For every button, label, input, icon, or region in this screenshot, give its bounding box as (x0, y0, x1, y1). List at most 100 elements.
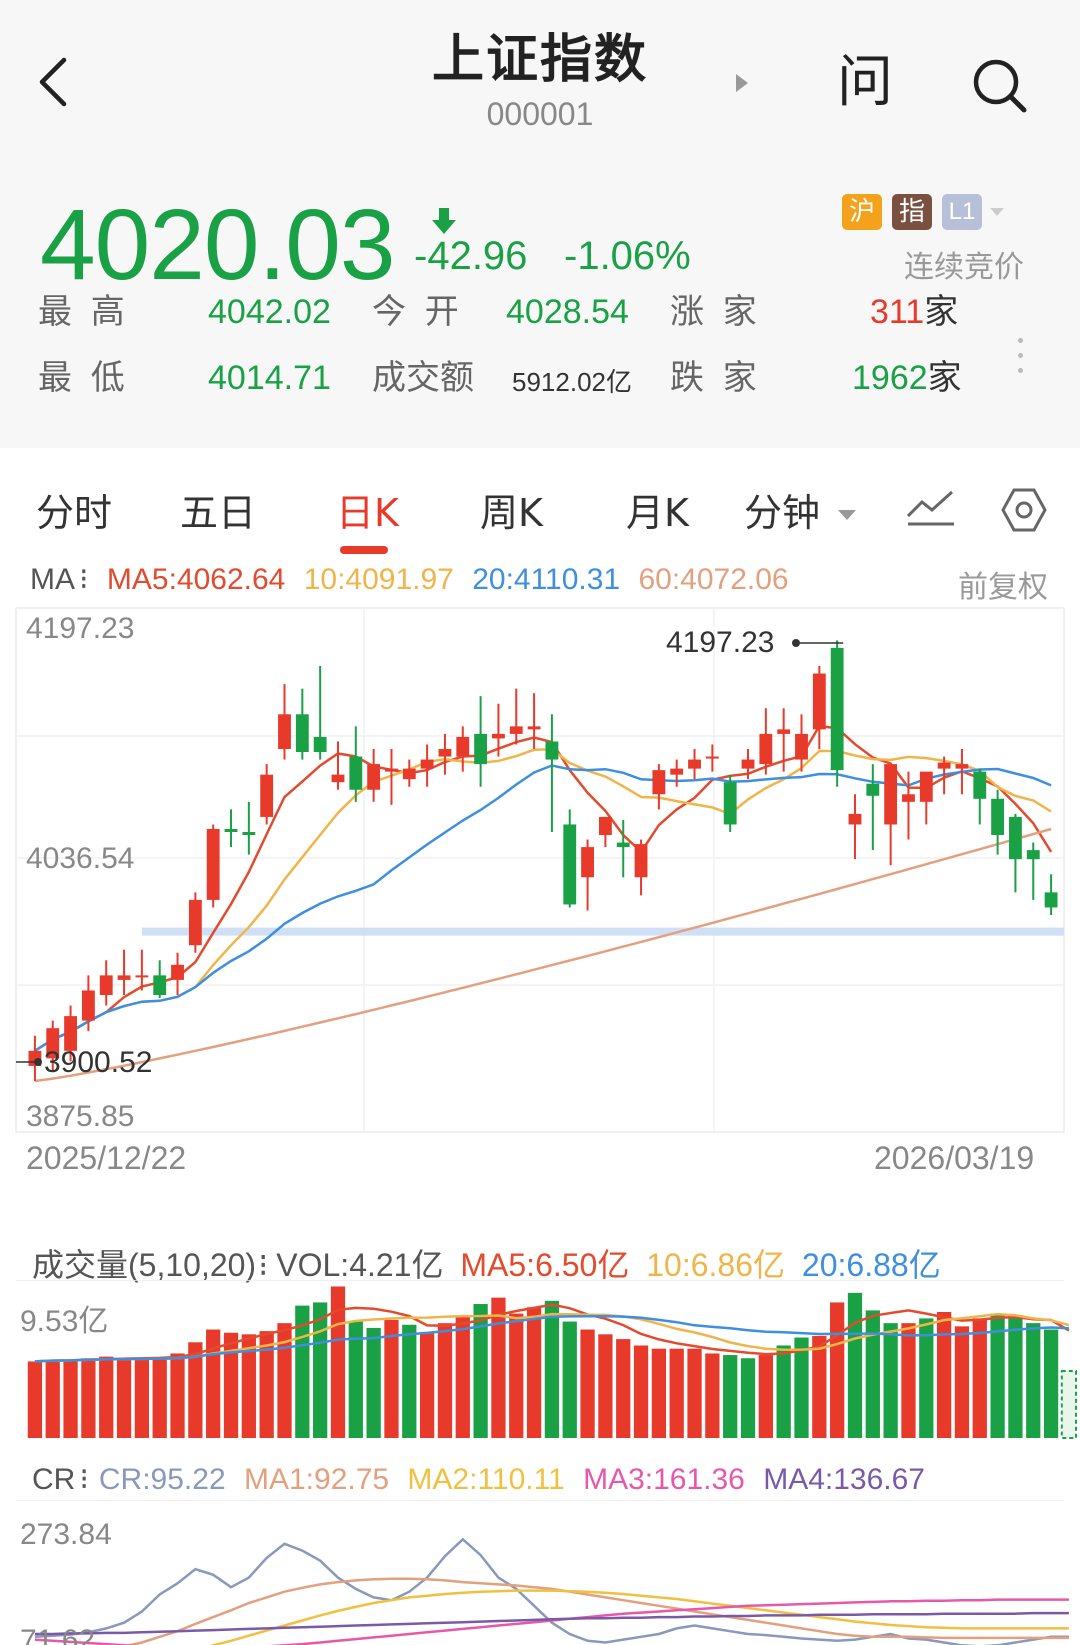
level-dropdown-icon[interactable] (990, 208, 1004, 216)
volume-bar (865, 1310, 880, 1438)
candle-body (206, 828, 220, 900)
candle-body (509, 726, 523, 734)
price-change-percent: -1.06% (564, 234, 691, 278)
minute-dropdown-icon[interactable] (838, 510, 856, 520)
volume-bar (206, 1329, 221, 1438)
price-change: -42.96 (414, 234, 528, 278)
ma-separator: ⁝ (79, 563, 89, 596)
up-count-unit: 家 (924, 292, 959, 332)
candle-body (545, 741, 559, 760)
draw-line-icon[interactable] (904, 486, 958, 530)
volume-bar (455, 1316, 470, 1438)
ma60-line (34, 827, 1052, 1083)
title-block[interactable]: 上证指数 000001 (340, 28, 740, 136)
tab-five-day[interactable]: 五日 (180, 491, 257, 535)
candle-body (848, 813, 862, 825)
cr-separator: ⁝ (79, 1463, 89, 1496)
tab-minute[interactable]: 分钟 (744, 491, 821, 535)
down-count-value: 1962 (852, 359, 928, 397)
volume-chart[interactable]: 9.53亿 (0, 1279, 1080, 1440)
candle-body (456, 736, 470, 757)
max-marker-dot (792, 639, 800, 647)
candle-body (991, 798, 1005, 836)
volume-bar (901, 1323, 916, 1438)
volume-bar (1008, 1315, 1023, 1438)
cr-ma1-line (124, 1577, 1069, 1645)
ma-legend[interactable]: MA ⁝ MA5:4062.64 10:4091.97 20:4110.31 60… (30, 562, 799, 597)
level1-badge[interactable]: L1 (942, 194, 982, 230)
high-label: 最 高 (38, 292, 129, 332)
candle-body (313, 736, 327, 753)
volume-bar (473, 1304, 488, 1438)
ma20-line (34, 764, 1052, 1052)
candle-body (884, 764, 898, 825)
candle-body (812, 673, 826, 730)
volume-bar (936, 1311, 952, 1438)
search-button[interactable] (970, 56, 1030, 116)
low-value: 4014.71 (208, 359, 331, 397)
tab-weekly-k[interactable]: 周K (480, 491, 543, 535)
page-title: 上证指数 (431, 30, 648, 90)
candle-body (171, 964, 184, 980)
high-value: 4042.02 (208, 293, 331, 331)
shanghai-badge: 沪 (842, 194, 882, 230)
volume-ma10: 10:6.86亿 (646, 1247, 786, 1283)
candle-body (81, 990, 95, 1021)
cr-chart[interactable]: 273.84 71.62 (0, 1499, 1080, 1645)
volume-bar (99, 1356, 114, 1438)
ma5-value: MA5:4062.64 (106, 563, 286, 596)
cr-legend[interactable]: CR ⁝ CR:95.22 MA1:92.75 MA2:110.11 MA3:161… (32, 1462, 935, 1497)
volume-title: 成交量(5,10,20) (32, 1247, 257, 1283)
candle-body (438, 749, 452, 757)
candle-body (973, 771, 987, 799)
candle-body (420, 759, 434, 769)
volume-svg (16, 1279, 1078, 1439)
volume-bar (27, 1361, 43, 1438)
volume-bar (348, 1321, 363, 1438)
candle-body (492, 733, 505, 739)
ma10-value: 10:4091.97 (303, 563, 454, 596)
volume-bar (241, 1334, 256, 1438)
candle-body (46, 1028, 60, 1059)
tab-daily-k[interactable]: 日K (336, 491, 399, 535)
settings-icon[interactable] (1000, 486, 1048, 534)
candle-body (224, 828, 238, 833)
volume-ma5: MA5:6.50亿 (460, 1247, 630, 1283)
next-stock-arrow-icon[interactable] (736, 74, 748, 92)
volume-bar (419, 1332, 435, 1438)
candle-body (777, 729, 791, 734)
candle-body (563, 824, 577, 905)
volume-bar (313, 1302, 328, 1438)
cr-ma2-line (209, 1589, 1069, 1645)
index-badge: 指 (892, 194, 932, 230)
tab-monthly-k[interactable]: 月K (626, 491, 689, 535)
volume-bar (1043, 1329, 1059, 1438)
volume-bar (1060, 1370, 1078, 1439)
candlestick-chart[interactable]: 4197.23 4036.54 3875.85 4197.23 3900.52 … (0, 600, 1080, 1200)
adjust-mode[interactable]: 前复权 (958, 570, 1048, 605)
back-arrow-icon (39, 57, 67, 107)
volume-legend[interactable]: 成交量(5,10,20)⁝ VOL:4.21亿 MA5:6.50亿 10:6.86… (32, 1240, 949, 1286)
candle-body (652, 770, 666, 795)
volume-bar (491, 1297, 506, 1438)
y-label-top: 4197.23 (26, 612, 135, 645)
more-stats-icon[interactable] (1016, 338, 1024, 383)
turnover-label: 成交额 (372, 358, 474, 398)
candle-body (402, 768, 416, 780)
volume-bar (402, 1324, 417, 1438)
candle-body (955, 764, 969, 769)
candle-body (688, 759, 701, 769)
candle-body (260, 774, 274, 817)
volume-bar (188, 1342, 203, 1438)
volume-bar (223, 1332, 239, 1438)
tab-intraday[interactable]: 分时 (36, 491, 113, 535)
volume-bar (437, 1323, 453, 1438)
ask-button[interactable]: 问 (837, 50, 893, 115)
max-price-marker: 4197.23 (666, 626, 775, 659)
back-button[interactable] (28, 52, 76, 112)
down-arrow-icon (432, 208, 456, 234)
volume-bar (919, 1318, 934, 1438)
candle-body (902, 794, 915, 802)
volume-bar (580, 1329, 595, 1438)
volume-bar (687, 1348, 702, 1438)
